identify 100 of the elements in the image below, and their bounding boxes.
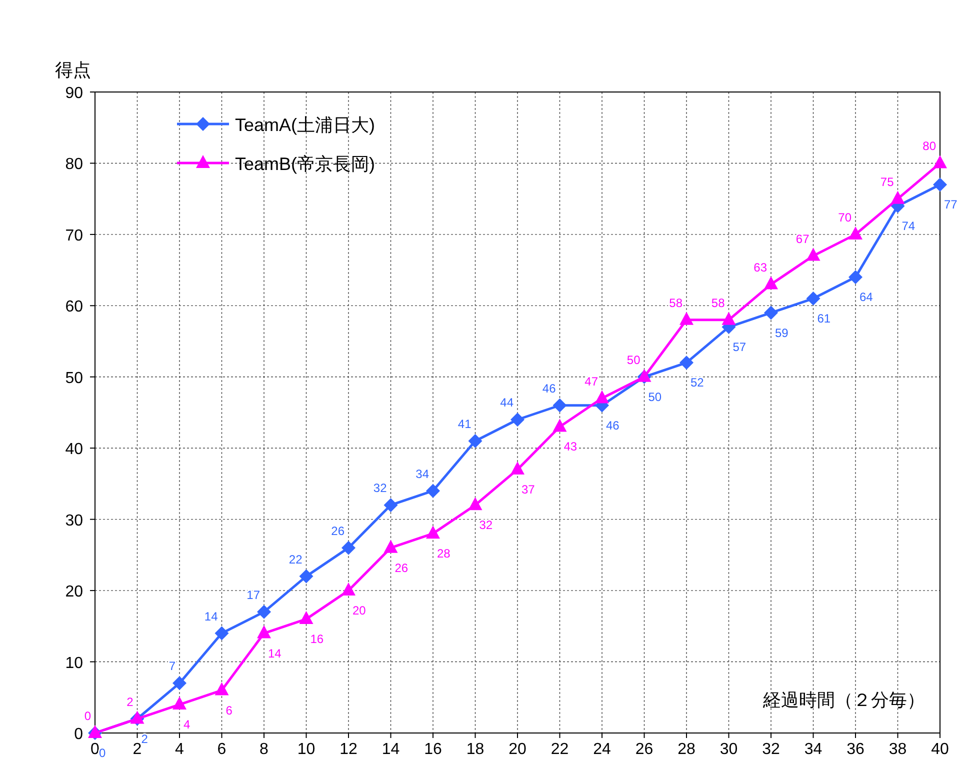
point xyxy=(342,582,356,596)
data-label: 52 xyxy=(690,376,704,390)
data-label: 14 xyxy=(204,609,218,624)
data-label: 16 xyxy=(310,632,324,646)
x-tick-label: 12 xyxy=(340,741,358,758)
data-label: 44 xyxy=(500,396,514,410)
x-tick-label: 4 xyxy=(175,741,184,758)
point xyxy=(552,398,567,412)
y-tick-label: 70 xyxy=(65,227,84,244)
point xyxy=(468,497,482,510)
point xyxy=(552,418,567,432)
data-label: 58 xyxy=(711,296,726,310)
point xyxy=(426,484,440,498)
data-label: 2 xyxy=(126,694,134,709)
data-label: 63 xyxy=(754,260,768,274)
x-tick-label: 6 xyxy=(217,741,226,758)
x-tick-label: 0 xyxy=(90,741,100,758)
legend-label: TeamB(帝京長岡) xyxy=(235,154,376,174)
data-label: 34 xyxy=(416,466,430,481)
data-label: 46 xyxy=(606,418,620,432)
data-label: 58 xyxy=(669,296,683,310)
x-tick-label: 2 xyxy=(132,741,142,758)
y-tick-label: 80 xyxy=(65,156,84,174)
data-label: 57 xyxy=(732,340,746,354)
point xyxy=(510,412,524,427)
x-axis-title: 経過時間（２分毎） xyxy=(762,690,925,710)
data-label: 20 xyxy=(352,604,366,618)
point xyxy=(848,226,862,240)
data-label: 64 xyxy=(860,290,874,304)
point xyxy=(680,356,694,370)
point xyxy=(214,626,229,640)
data-label: 41 xyxy=(458,416,472,431)
data-label: 26 xyxy=(394,560,408,575)
x-tick-label: 14 xyxy=(382,741,400,758)
point xyxy=(257,625,271,638)
x-tick-label: 40 xyxy=(931,741,949,758)
x-tick-label: 26 xyxy=(635,741,654,758)
x-tick-label: 32 xyxy=(762,741,780,758)
x-tick-label: 36 xyxy=(846,741,864,758)
data-label: 47 xyxy=(584,374,598,388)
data-label: 2 xyxy=(141,732,148,746)
point xyxy=(384,498,398,512)
data-label: 50 xyxy=(626,352,641,367)
x-tick-label: 10 xyxy=(297,741,316,758)
legend-label: TeamA(土浦日大) xyxy=(235,115,376,135)
point xyxy=(848,270,862,284)
data-label: 61 xyxy=(817,312,831,326)
x-tick-label: 34 xyxy=(804,741,822,758)
point xyxy=(172,696,186,710)
x-tick-label: 18 xyxy=(466,741,484,758)
data-label: 59 xyxy=(775,326,789,340)
point xyxy=(426,526,440,539)
point xyxy=(764,306,778,320)
point xyxy=(806,248,820,261)
y-tick-label: 10 xyxy=(65,654,84,672)
point xyxy=(468,434,482,448)
data-label: 32 xyxy=(479,518,493,532)
data-label: 22 xyxy=(288,552,303,566)
y-tick-label: 20 xyxy=(65,584,84,601)
x-tick-label: 22 xyxy=(550,741,569,758)
point xyxy=(806,292,820,306)
data-label: 50 xyxy=(648,390,662,404)
y-tick-label: 60 xyxy=(65,298,84,316)
data-label: 74 xyxy=(902,218,916,233)
data-label: 14 xyxy=(268,646,282,660)
y-tick-label: 90 xyxy=(65,85,84,102)
point xyxy=(595,390,609,404)
x-tick-label: 8 xyxy=(260,741,269,758)
y-axis-title: 得点 xyxy=(55,60,91,80)
point xyxy=(342,540,356,555)
point xyxy=(257,604,271,619)
x-tick-label: 24 xyxy=(593,741,611,758)
y-tick-label: 30 xyxy=(65,512,84,530)
x-tick-label: 38 xyxy=(888,741,907,758)
point xyxy=(214,682,229,696)
data-label: 6 xyxy=(226,703,233,718)
data-label: 37 xyxy=(522,482,536,496)
data-label: 67 xyxy=(796,232,810,246)
x-tick-label: 28 xyxy=(678,741,696,758)
data-label: 4 xyxy=(184,718,190,732)
y-tick-label: 40 xyxy=(65,441,84,458)
data-label: 43 xyxy=(564,440,578,454)
data-label: 46 xyxy=(542,381,556,396)
point xyxy=(680,312,694,325)
x-tick-label: 30 xyxy=(720,741,738,758)
point xyxy=(172,676,186,690)
data-label: 80 xyxy=(922,139,936,154)
point xyxy=(510,461,524,474)
data-label: 70 xyxy=(838,210,852,224)
y-tick-label: 0 xyxy=(74,726,84,743)
point xyxy=(722,312,736,325)
data-label: 17 xyxy=(246,588,260,602)
point xyxy=(890,190,905,204)
point xyxy=(299,611,314,624)
data-label: 7 xyxy=(168,659,176,674)
x-tick-label: 20 xyxy=(508,741,526,758)
point xyxy=(764,276,778,290)
y-tick-label: 50 xyxy=(65,370,84,387)
data-label: 32 xyxy=(373,481,388,496)
point xyxy=(299,569,314,584)
